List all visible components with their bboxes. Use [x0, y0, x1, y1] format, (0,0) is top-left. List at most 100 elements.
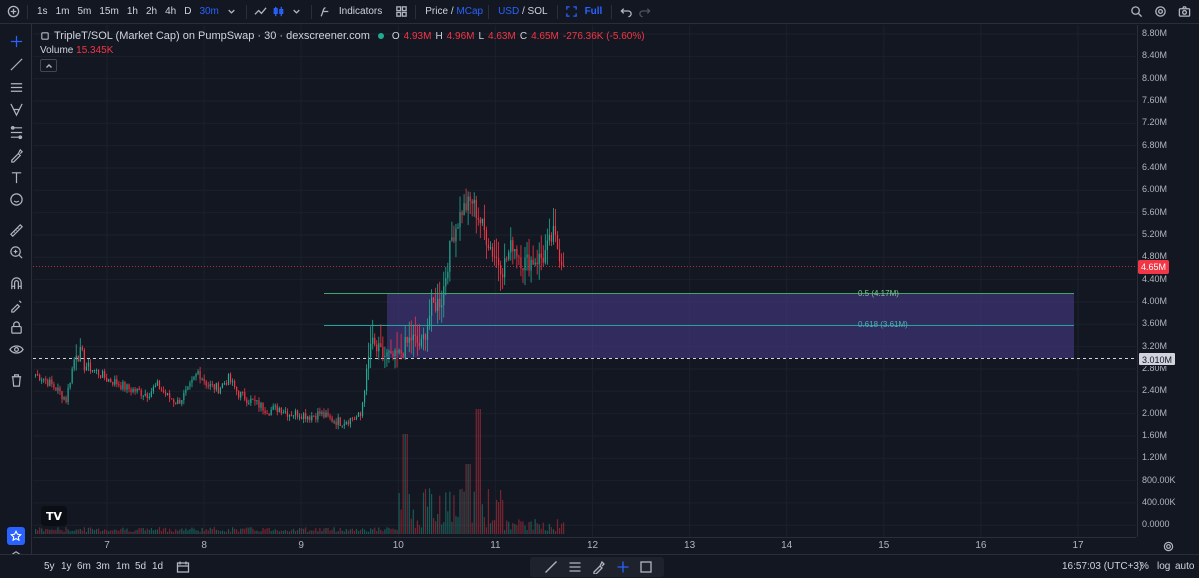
range-1d[interactable]: 1d	[152, 561, 164, 572]
redo-icon[interactable]	[635, 3, 653, 21]
crosshair-icon[interactable]	[6, 31, 26, 51]
collapse-legend-button[interactable]	[40, 59, 57, 72]
volume-bar	[256, 530, 258, 534]
lock-drawing-icon[interactable]	[6, 295, 26, 315]
candle-body	[221, 383, 224, 388]
candle-body	[455, 228, 457, 242]
volume-bar	[217, 530, 219, 534]
volume-bar	[473, 491, 475, 534]
log-toggle[interactable]: log	[1157, 561, 1171, 572]
full-button[interactable]: Full	[584, 6, 603, 17]
line-chart-icon[interactable]	[252, 3, 270, 21]
interval-1h[interactable]: 1h	[126, 6, 138, 17]
brush-icon[interactable]	[6, 145, 26, 165]
pitchfork-icon[interactable]	[6, 99, 26, 119]
chevron-down-icon[interactable]	[223, 3, 241, 21]
trash-icon[interactable]	[6, 370, 26, 390]
chart-pane[interactable]: 0.5 (4.17M) 0.618 (3.61M) TripleT/SOL (M…	[33, 25, 1136, 537]
eye-icon[interactable]	[6, 339, 26, 359]
lock-icon[interactable]	[6, 317, 26, 337]
tradingview-logo[interactable]: TV	[41, 506, 67, 526]
settings-gear-icon[interactable]	[1151, 3, 1169, 21]
volume-bar	[126, 528, 128, 534]
camera-icon[interactable]	[1175, 3, 1193, 21]
favorites-star-icon[interactable]	[7, 527, 25, 545]
currency-toggle[interactable]: USD / SOL	[498, 6, 548, 17]
axis-settings-icon[interactable]	[1160, 538, 1176, 554]
trend-line-icon[interactable]	[542, 558, 560, 575]
magnet-icon[interactable]	[6, 273, 26, 293]
horizontal-lines-icon[interactable]	[6, 77, 26, 97]
interval-d[interactable]: D	[184, 6, 192, 17]
interval-1s[interactable]: 1s	[37, 6, 48, 17]
interval-2h[interactable]: 2h	[145, 6, 158, 17]
interval-30m[interactable]: 30m	[199, 6, 219, 17]
layout-grid-icon[interactable]	[392, 3, 410, 21]
volume-bar	[430, 494, 433, 534]
interval-4h[interactable]: 4h	[165, 6, 177, 17]
indicators-icon[interactable]	[317, 3, 335, 21]
fib-icon[interactable]	[566, 558, 584, 575]
clock[interactable]: 16:57:03 (UTC+3)	[1062, 561, 1143, 572]
zoom-in-icon[interactable]	[6, 242, 26, 262]
candle-body	[560, 261, 563, 266]
undo-icon[interactable]	[617, 3, 635, 21]
candle-body	[353, 419, 356, 421]
volume-bar	[248, 527, 250, 534]
candle-body	[376, 344, 378, 352]
interval-1m[interactable]: 1m	[55, 6, 70, 17]
fib-label-0.618: 0.618 (3.61M)	[858, 320, 908, 329]
volume-label: Volume	[40, 45, 74, 56]
percent-toggle[interactable]: %	[1140, 561, 1149, 572]
interval-5m[interactable]: 5m	[77, 6, 92, 17]
candle-body	[457, 227, 459, 229]
candle-body	[331, 417, 333, 422]
interval-15m[interactable]: 15m	[99, 6, 119, 17]
ruler-icon[interactable]	[6, 220, 26, 240]
price-toggle[interactable]: Price / MCap	[421, 6, 483, 17]
date-range-icon[interactable]	[174, 558, 192, 575]
emoji-icon[interactable]	[6, 189, 26, 209]
range-5d[interactable]: 5d	[135, 561, 147, 572]
range-3m[interactable]: 3m	[96, 561, 110, 572]
candle-body	[175, 402, 177, 404]
volume-bar	[83, 527, 85, 534]
candle-body	[487, 244, 490, 249]
candle-body	[424, 334, 427, 340]
candle-body	[112, 382, 114, 385]
fib-retracement-icon[interactable]	[6, 122, 26, 142]
time-axis[interactable]: 7 8 9 10 11 12 13 14 15 16 17	[33, 537, 1136, 554]
volume-bar	[171, 531, 173, 534]
volume-bar	[122, 527, 124, 534]
price-axis[interactable]: 8.80M 8.40M 8.00M 7.60M 7.20M 6.80M 6.40M 6.00M…	[1137, 25, 1199, 537]
volume-bar	[382, 531, 384, 534]
range-6m[interactable]: 6m	[77, 561, 91, 572]
candles-icon[interactable]	[270, 3, 288, 21]
range-1y[interactable]: 1y	[61, 561, 72, 572]
volume-bar	[276, 530, 278, 534]
fullscreen-icon[interactable]	[563, 3, 581, 21]
quick-search-icon[interactable]	[1127, 3, 1145, 21]
add-symbol-icon[interactable]	[4, 3, 22, 21]
candle-body	[396, 350, 398, 353]
candle-body	[146, 393, 148, 398]
candle-body	[475, 199, 477, 218]
range-5y[interactable]: 5y	[44, 561, 55, 572]
candle-body	[134, 388, 136, 392]
range-1m[interactable]: 1m	[116, 561, 130, 572]
rectangle-icon[interactable]	[637, 558, 655, 575]
brush-icon[interactable]	[590, 558, 608, 575]
chevron-down-icon[interactable]	[288, 3, 306, 21]
crosshair-icon[interactable]	[614, 558, 632, 575]
indicators-button[interactable]: Indicators	[338, 6, 383, 17]
volume-bar	[148, 530, 150, 534]
price-chart[interactable]: 0.5 (4.17M) 0.618 (3.61M)	[33, 25, 1136, 537]
trend-line-icon[interactable]	[6, 54, 26, 74]
volume-bar	[538, 524, 540, 534]
text-icon[interactable]	[6, 167, 26, 187]
candle-body	[85, 366, 87, 371]
volume-bar	[57, 527, 59, 534]
close-key: C	[519, 30, 528, 42]
auto-toggle[interactable]: auto	[1175, 561, 1195, 572]
volume-bar	[463, 491, 465, 534]
